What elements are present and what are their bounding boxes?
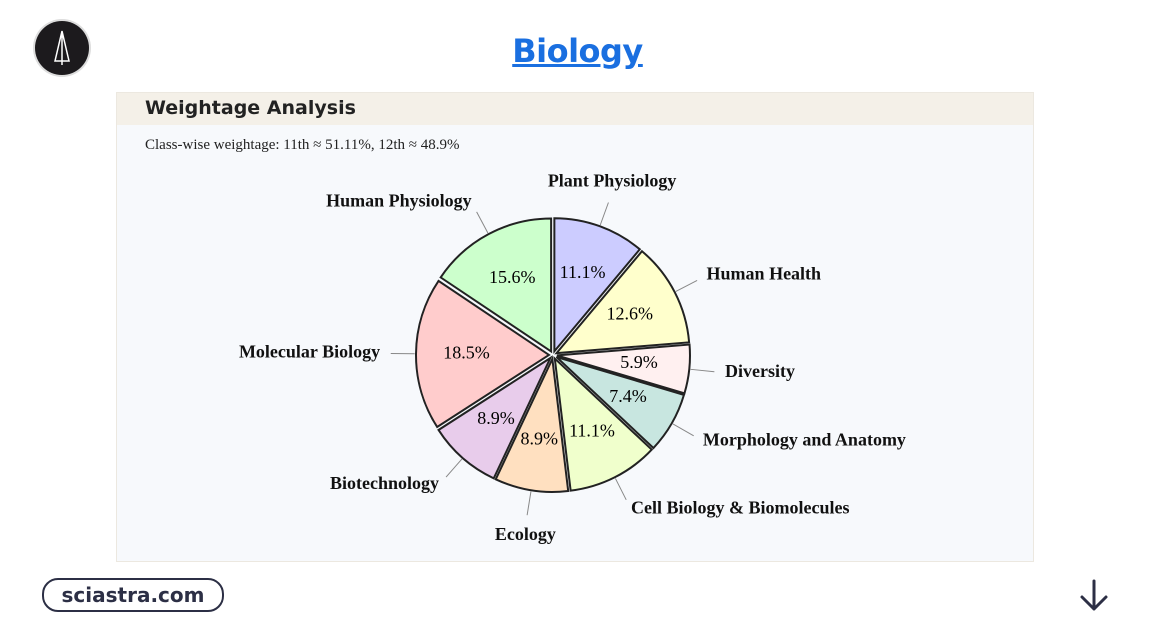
panel-heading: Weightage Analysis: [117, 93, 1033, 125]
value-label: 11.1%: [560, 262, 606, 282]
scroll-down[interactable]: [1078, 578, 1110, 614]
page-title[interactable]: Biology: [512, 32, 643, 70]
leader-line: [476, 211, 489, 234]
category-label: Biotechnology: [330, 473, 439, 493]
value-label: 5.9%: [620, 352, 658, 372]
category-label: Human Health: [707, 264, 822, 284]
pie-slice: [555, 356, 686, 450]
pie-slice: [556, 343, 691, 395]
value-label: 8.9%: [477, 408, 515, 428]
pie-slice: [494, 355, 570, 493]
category-label: Morphology and Anatomy: [703, 429, 906, 449]
pie-slice: [554, 249, 691, 355]
leader-line: [675, 279, 698, 292]
logo-icon: [54, 30, 70, 65]
category-label: Ecology: [495, 524, 556, 544]
leader-line: [445, 458, 463, 478]
pie-slice: [437, 355, 553, 480]
note: Class-wise weightage: 11th ≈ 51.11%, 12t…: [145, 137, 460, 153]
leader-line: [526, 491, 532, 516]
category-label: Cell Biology & Biomolecules: [631, 497, 849, 517]
leader-line: [614, 478, 627, 501]
value-label: 15.6%: [489, 267, 536, 287]
pie-slice: [415, 279, 551, 429]
leader-line: [690, 368, 715, 373]
pie-slice: [553, 355, 654, 492]
category-label: Human Physiology: [326, 191, 472, 211]
logo[interactable]: [35, 21, 89, 75]
category-label: Plant Physiology: [548, 171, 677, 191]
value-label: 8.9%: [520, 428, 558, 448]
leader-line: [672, 423, 694, 437]
category-label: Diversity: [725, 361, 795, 381]
category-label: Molecular Biology: [239, 341, 380, 361]
value-label: 12.6%: [607, 303, 654, 323]
value-label: 7.4%: [609, 386, 647, 406]
pie-slice: [439, 217, 553, 354]
value-label: 18.5%: [443, 342, 490, 362]
leader-line: [599, 202, 609, 226]
pie-slice: [553, 217, 642, 354]
site-link[interactable]: sciastra.com: [42, 578, 224, 612]
value-label: 11.1%: [569, 420, 615, 440]
